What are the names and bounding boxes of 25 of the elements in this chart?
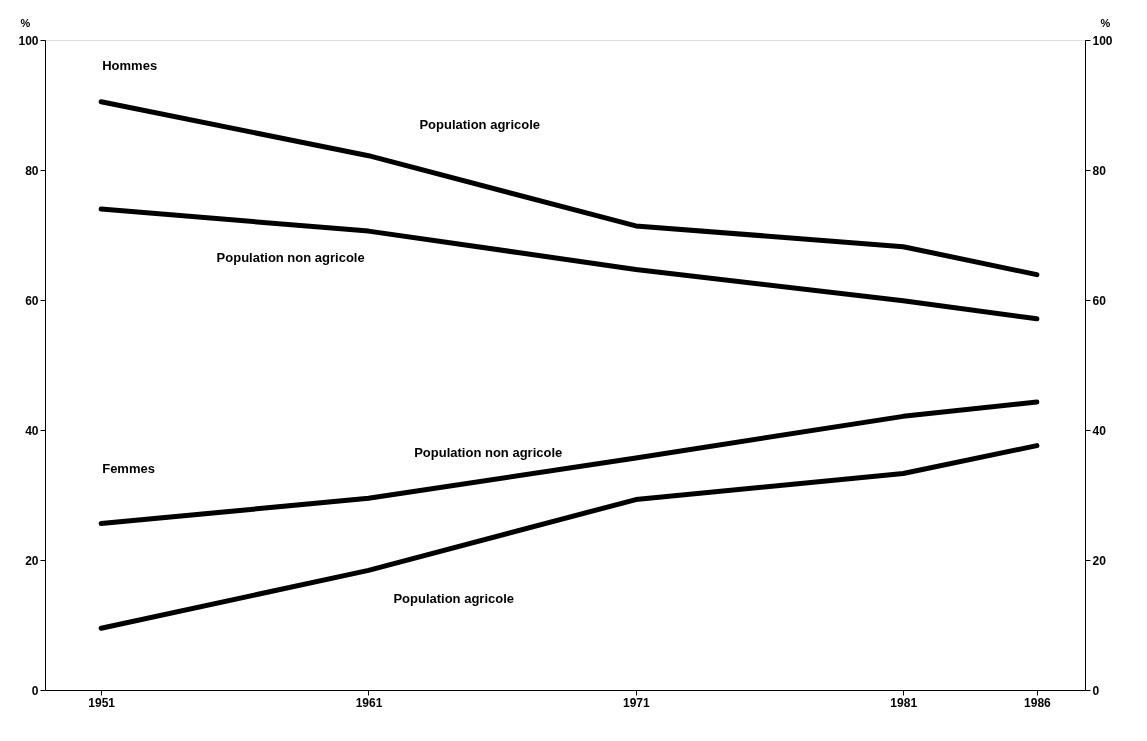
- x-tick-label: 1951: [88, 695, 116, 710]
- y2-tick-label: 20: [1092, 553, 1107, 568]
- annotation: Population agricole: [419, 116, 541, 132]
- y-tick-label: 0: [31, 683, 39, 698]
- y2-tick-label: 100: [1092, 33, 1113, 48]
- y2-tick-label: 80: [1092, 163, 1107, 178]
- y-tick-label: 40: [25, 423, 39, 438]
- x-tick-label: 1961: [355, 695, 383, 710]
- y-axis-title: %: [20, 16, 31, 29]
- x-tick-label: 1971: [623, 695, 651, 710]
- y-tick-label: 60: [25, 293, 39, 308]
- annotation: Hommes: [102, 58, 158, 73]
- y2-tick-label: 60: [1092, 293, 1107, 308]
- annotation: Population agricole: [393, 591, 515, 606]
- x-tick-label: 1981: [890, 695, 918, 710]
- annotation: Femmes: [102, 461, 155, 476]
- y2-tick-label: 0: [1092, 683, 1100, 698]
- y2-tick-label: 40: [1092, 423, 1107, 438]
- y2-axis-title: %: [1100, 16, 1111, 29]
- y-tick-label: 20: [25, 553, 39, 568]
- y-tick-label: 100: [18, 33, 39, 48]
- annotation: Population non agricole: [216, 249, 365, 265]
- x-tick-label: 1986: [1024, 695, 1052, 710]
- y-tick-label: 80: [25, 163, 39, 178]
- annotation: Population non agricole: [414, 444, 563, 460]
